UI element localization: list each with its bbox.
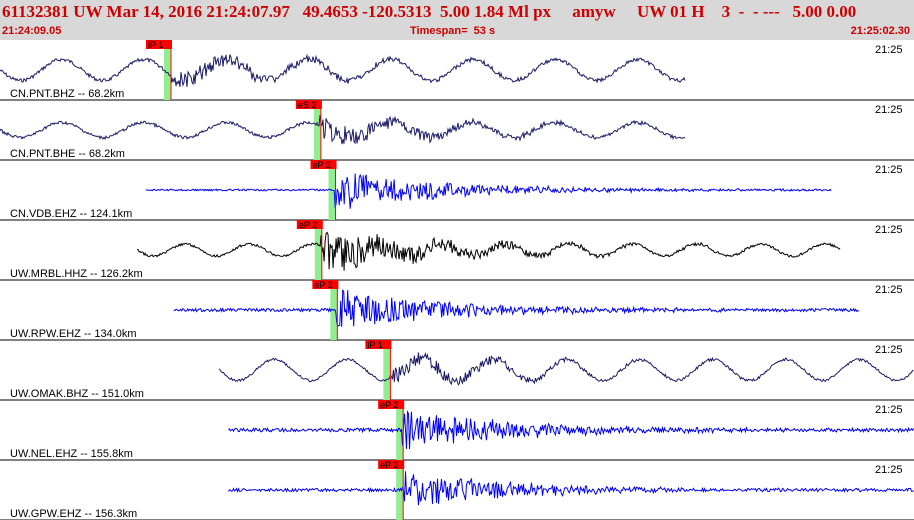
waveform <box>0 115 686 145</box>
row-time-label: 21:25 <box>875 344 903 356</box>
pick-flag[interactable] <box>310 160 337 169</box>
pick-window <box>383 340 391 400</box>
trace-row[interactable]: eS 2 CN.PNT.BHE -- 68.2km 21:25 <box>0 100 914 161</box>
channel-label: UW.RPW.EHZ -- 134.0km <box>10 328 137 340</box>
waveform <box>137 231 841 271</box>
row-time-label: 21:25 <box>875 104 903 116</box>
pick-window <box>314 220 322 280</box>
row-time-label: 21:25 <box>875 284 903 296</box>
row-time-label: 21:25 <box>875 404 903 416</box>
pick-label: eP 2 <box>313 160 331 170</box>
trace-row[interactable]: eP 2 CN.VDB.EHZ -- 124.1km 21:25 <box>0 160 914 221</box>
timespan-label: Timespan= 53 s <box>410 25 496 37</box>
row-time-label: 21:25 <box>875 224 903 236</box>
channel-label: CN.VDB.EHZ -- 124.1km <box>10 208 132 220</box>
pick-flag[interactable] <box>365 340 392 349</box>
waveform <box>218 352 914 386</box>
pick-flag[interactable] <box>146 40 173 49</box>
channel-label: CN.PNT.BHZ -- 68.2km <box>10 88 124 100</box>
waveform <box>145 173 832 209</box>
pick-flag[interactable] <box>378 400 405 409</box>
waveform <box>228 471 914 506</box>
waveform <box>173 289 860 328</box>
channel-label: UW.MRBL.HHZ -- 126.2km <box>10 268 143 280</box>
pick-flag[interactable] <box>295 100 322 109</box>
trace-row[interactable]: eP 2 UW.NEL.EHZ -- 155.8km 21:25 <box>0 400 914 461</box>
event-title: 61132381 UW Mar 14, 2016 21:24:07.97 49.… <box>2 2 857 21</box>
event-header: 61132381 UW Mar 14, 2016 21:24:07.97 49.… <box>0 0 914 40</box>
trace-row[interactable]: iP 1 UW.OMAK.BHZ -- 151.0km 21:25 <box>0 340 914 401</box>
channel-label: UW.NEL.EHZ -- 155.8km <box>10 448 133 460</box>
channel-label: CN.PNT.BHE -- 68.2km <box>10 148 125 160</box>
pick-label: iP 1 <box>367 340 382 350</box>
pick-flag[interactable] <box>312 280 339 289</box>
channel-label: UW.GPW.EHZ -- 156.3km <box>10 508 137 520</box>
waveform <box>0 53 686 88</box>
trace-row[interactable]: eP 2 UW.GPW.EHZ -- 156.3km 21:25 <box>0 460 914 520</box>
waveform <box>228 409 914 450</box>
pick-label: eS 2 <box>298 100 317 110</box>
start-time: 21:24:09.05 <box>2 25 62 37</box>
pick-window <box>313 100 321 160</box>
pick-window <box>164 40 172 100</box>
seismogram-panel[interactable]: iP 1 CN.PNT.BHZ -- 68.2km 21:25 eS 2 CN.PNT.… <box>0 40 914 520</box>
pick-label: eP 2 <box>314 280 332 290</box>
trace-row[interactable]: eP 2 UW.MRBL.HHZ -- 126.2km 21:25 <box>0 220 914 281</box>
trace-row[interactable]: iP 1 CN.PNT.BHZ -- 68.2km 21:25 <box>0 40 914 101</box>
pick-label: eP 2 <box>380 400 398 410</box>
pick-flag[interactable] <box>378 460 405 469</box>
pick-label: iP 1 <box>148 40 163 50</box>
pick-label: eP 2 <box>380 460 398 470</box>
row-time-label: 21:25 <box>875 44 903 56</box>
pick-flag[interactable] <box>296 220 323 229</box>
row-time-label: 21:25 <box>875 164 903 176</box>
row-time-label: 21:25 <box>875 464 903 476</box>
trace-row[interactable]: eP 2 UW.RPW.EHZ -- 134.0km 21:25 <box>0 280 914 341</box>
end-time: 21:25:02.30 <box>850 25 910 37</box>
channel-label: UW.OMAK.BHZ -- 151.0km <box>10 388 144 400</box>
pick-label: eP 2 <box>299 220 317 230</box>
